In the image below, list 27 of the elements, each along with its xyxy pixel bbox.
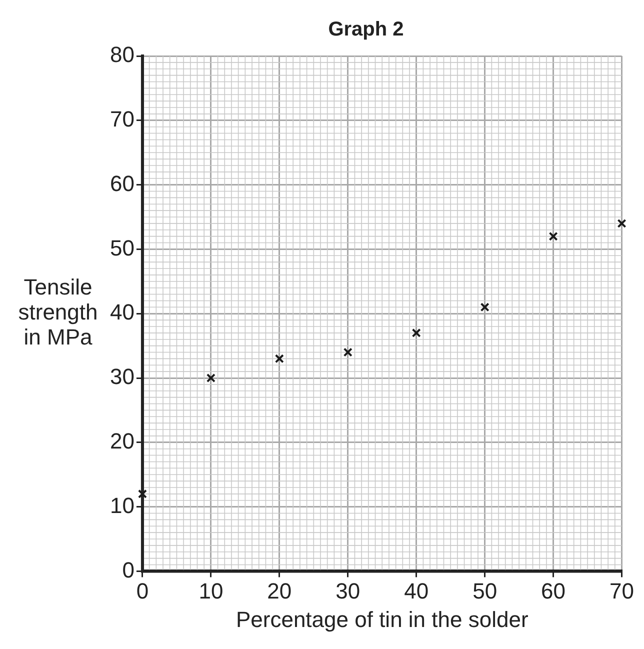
y-tick-label: 10 <box>110 492 134 518</box>
y-tick-label: 80 <box>110 42 134 68</box>
y-tick-label: 40 <box>110 300 134 325</box>
point <box>274 354 284 364</box>
point <box>138 489 148 498</box>
x-axis-title: Percentage of tin in the solder <box>236 606 528 632</box>
x-tick-label: 70 <box>610 578 634 604</box>
point <box>617 218 626 228</box>
x-tick-label: 40 <box>404 578 429 604</box>
y-tick-label: 50 <box>110 235 134 260</box>
point <box>412 328 421 338</box>
x-tick-label: 10 <box>198 578 224 604</box>
chart-title: Graph 2 <box>328 18 404 41</box>
y-tick-label: 70 <box>110 106 134 132</box>
x-tick-label: 30 <box>336 578 360 604</box>
y-tick-label: 0 <box>122 557 134 582</box>
y-tick-label: 20 <box>110 428 134 454</box>
point <box>548 232 558 241</box>
y-tick-label: 60 <box>110 170 134 196</box>
point <box>343 348 352 357</box>
y-axis-title: Tensile strength in MPa <box>18 274 98 350</box>
point <box>206 373 216 383</box>
x-tick-label: 50 <box>472 578 498 604</box>
y-tick-label: 30 <box>110 364 134 390</box>
x-tick-label: 60 <box>541 578 566 604</box>
point <box>480 302 490 312</box>
x-tick-label: 20 <box>267 578 292 604</box>
